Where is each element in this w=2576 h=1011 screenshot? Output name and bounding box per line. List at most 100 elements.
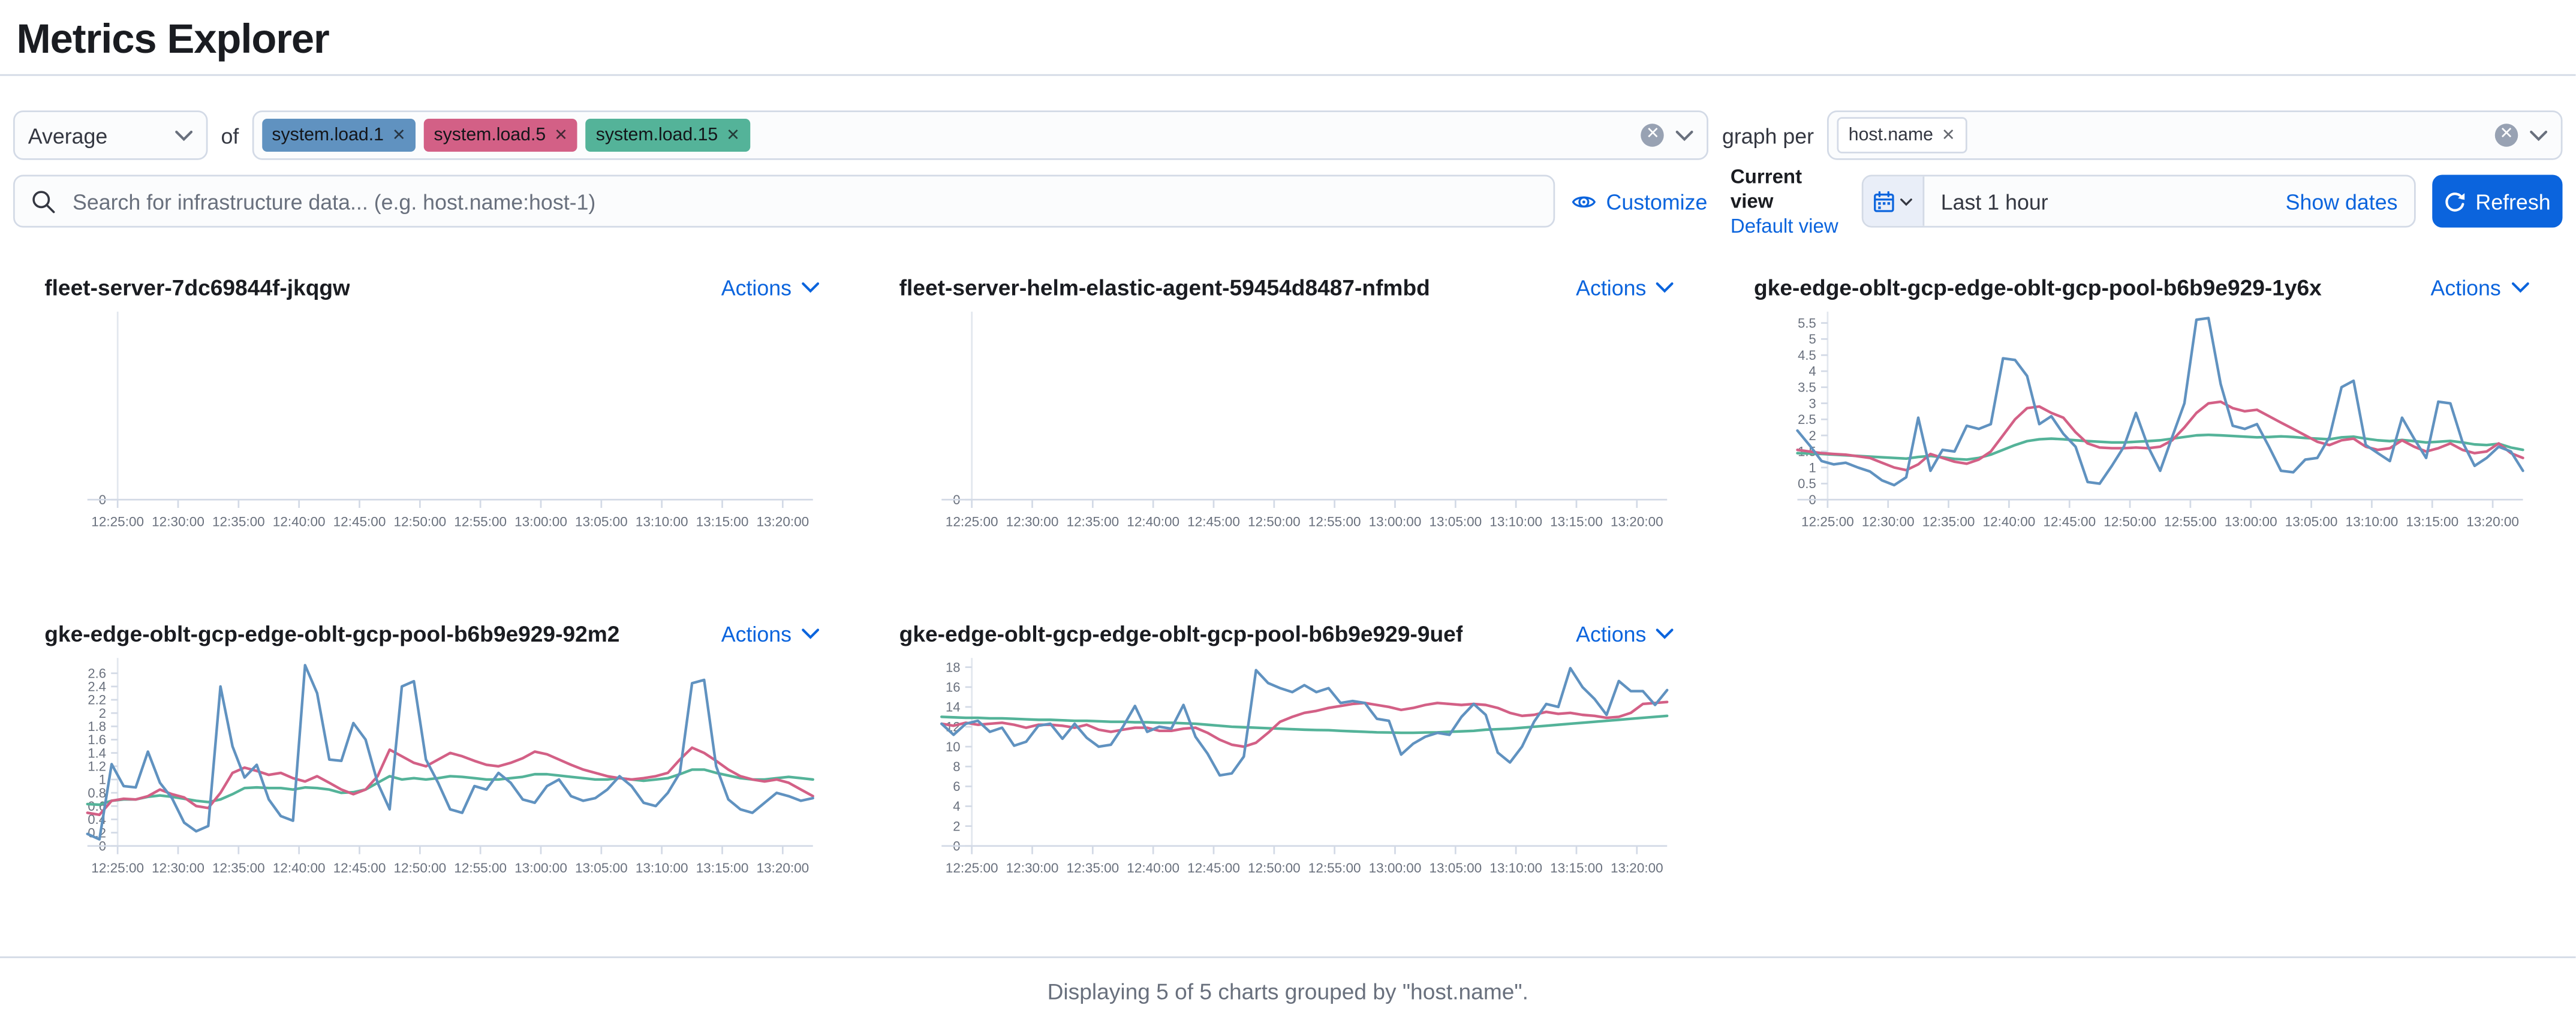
- customize-button[interactable]: Customize: [1572, 188, 1708, 214]
- metric-badge[interactable]: system.load.5 ✕: [424, 119, 578, 152]
- svg-text:18: 18: [946, 660, 961, 675]
- svg-text:12:40:00: 12:40:00: [273, 514, 326, 529]
- badge-label: system.load.15: [595, 125, 718, 145]
- svg-text:13:10:00: 13:10:00: [1490, 860, 1543, 875]
- remove-badge-icon[interactable]: ✕: [553, 126, 568, 145]
- svg-text:13:15:00: 13:15:00: [2405, 514, 2458, 529]
- group-by-badge[interactable]: host.name ✕: [1837, 117, 1967, 154]
- quick-select-button[interactable]: [1863, 176, 1925, 226]
- svg-text:1.2: 1.2: [88, 759, 106, 774]
- svg-text:13:15:00: 13:15:00: [696, 514, 749, 529]
- svg-text:10: 10: [946, 739, 961, 754]
- svg-text:12:40:00: 12:40:00: [1982, 514, 2035, 529]
- svg-text:12:30:00: 12:30:00: [1007, 860, 1060, 875]
- chart-actions-button[interactable]: Actions: [1576, 275, 1674, 299]
- search-icon: [32, 189, 55, 213]
- header-divider: [0, 74, 2576, 76]
- svg-text:12:55:00: 12:55:00: [454, 860, 507, 875]
- svg-text:6: 6: [953, 779, 961, 794]
- chart-title: gke-edge-oblt-gcp-edge-oblt-gcp-pool-b6b…: [44, 621, 620, 646]
- remove-badge-icon[interactable]: ✕: [1941, 126, 1955, 145]
- svg-text:12:35:00: 12:35:00: [1067, 514, 1120, 529]
- actions-label: Actions: [721, 274, 792, 300]
- clear-metrics-icon[interactable]: ✕: [1641, 124, 1665, 147]
- actions-label: Actions: [2430, 274, 2501, 300]
- group-by-combo-box[interactable]: host.name ✕ ✕: [1827, 110, 2563, 160]
- chart-plot-area: 012:25:0012:30:0012:35:0012:40:0012:45:0…: [87, 311, 813, 529]
- series-line-system.load.1: [940, 667, 1669, 777]
- refresh-button[interactable]: Refresh: [2432, 174, 2563, 228]
- remove-badge-icon[interactable]: ✕: [392, 126, 406, 145]
- chevron-down-icon: [1656, 628, 1674, 639]
- svg-text:12:55:00: 12:55:00: [2163, 514, 2216, 529]
- metric-badge[interactable]: system.load.15 ✕: [586, 119, 750, 152]
- current-view-label: Current view: [1730, 164, 1802, 212]
- svg-text:12:30:00: 12:30:00: [1007, 514, 1060, 529]
- chart-actions-button[interactable]: Actions: [2431, 275, 2529, 299]
- svg-text:13:00:00: 13:00:00: [514, 514, 567, 529]
- chevron-down-icon[interactable]: [1676, 130, 1694, 141]
- series-line-system.load.15: [86, 768, 814, 807]
- svg-text:13:10:00: 13:10:00: [1490, 514, 1543, 529]
- series-line-system.load.5: [940, 700, 1669, 748]
- eye-icon: [1572, 195, 1596, 207]
- series-line-system.load.15: [940, 714, 1669, 735]
- default-view-link[interactable]: Default view: [1730, 213, 1838, 237]
- chevron-down-icon[interactable]: [2530, 130, 2548, 141]
- svg-text:12:35:00: 12:35:00: [1922, 514, 1975, 529]
- actions-label: Actions: [1576, 621, 1647, 646]
- customize-label: Customize: [1606, 188, 1708, 214]
- svg-text:1.4: 1.4: [88, 745, 106, 760]
- metrics-combo-box[interactable]: system.load.1 ✕ system.load.5 ✕ system.load.…: [252, 110, 1709, 160]
- svg-text:13:10:00: 13:10:00: [636, 514, 688, 529]
- svg-text:12:25:00: 12:25:00: [946, 514, 999, 529]
- chart-actions-button[interactable]: Actions: [721, 621, 820, 646]
- refresh-label: Refresh: [2475, 188, 2551, 214]
- svg-text:4: 4: [953, 799, 961, 814]
- show-dates-button[interactable]: Show dates: [2285, 188, 2398, 214]
- chart-title: fleet-server-7dc69844f-jkqgw: [44, 274, 350, 300]
- svg-text:12:30:00: 12:30:00: [152, 860, 204, 875]
- chart-plot-area: 5.554.543.532.521.510.5012:25:0012:30:00…: [1795, 311, 2524, 529]
- series-line-system.load.5: [86, 746, 814, 816]
- chevron-down-icon: [175, 130, 193, 140]
- refresh-icon: [2445, 191, 2465, 211]
- search-input[interactable]: [69, 187, 1537, 215]
- charts-summary: Displaying 5 of 5 charts grouped by "hos…: [1047, 979, 1528, 1004]
- svg-text:13:20:00: 13:20:00: [1611, 514, 1664, 529]
- clear-group-by-icon[interactable]: ✕: [2494, 124, 2518, 147]
- svg-text:12:45:00: 12:45:00: [1188, 860, 1241, 875]
- svg-text:13:05:00: 13:05:00: [1430, 860, 1482, 875]
- calendar-icon: [1874, 190, 1894, 212]
- svg-text:2: 2: [953, 819, 961, 834]
- svg-text:2: 2: [99, 706, 106, 721]
- svg-text:12:50:00: 12:50:00: [1248, 514, 1301, 529]
- svg-text:4.5: 4.5: [1797, 348, 1816, 363]
- svg-text:8: 8: [953, 759, 961, 774]
- time-range-button[interactable]: Last 1 hour: [1940, 188, 2048, 214]
- svg-text:12:25:00: 12:25:00: [946, 860, 999, 875]
- chart-plot-area: 18161412108642012:25:0012:30:0012:35:001…: [940, 658, 1669, 875]
- svg-text:2.2: 2.2: [88, 693, 106, 708]
- badge-label: system.load.5: [434, 125, 546, 145]
- svg-text:12:50:00: 12:50:00: [393, 860, 446, 875]
- svg-text:12:55:00: 12:55:00: [1309, 514, 1362, 529]
- svg-text:1.8: 1.8: [88, 719, 106, 734]
- chart-actions-button[interactable]: Actions: [721, 275, 820, 299]
- remove-badge-icon[interactable]: ✕: [726, 126, 741, 145]
- svg-text:12:45:00: 12:45:00: [333, 514, 386, 529]
- chart-title: gke-edge-oblt-gcp-edge-oblt-gcp-pool-b6b…: [899, 621, 1464, 646]
- svg-text:1.6: 1.6: [88, 732, 106, 747]
- svg-text:12:35:00: 12:35:00: [212, 514, 265, 529]
- chart-card: gke-edge-oblt-gcp-edge-oblt-gcp-pool-b6b…: [899, 615, 1675, 899]
- svg-text:12:25:00: 12:25:00: [1801, 514, 1853, 529]
- svg-text:13:00:00: 13:00:00: [514, 860, 567, 875]
- series-line-system.load.1: [86, 664, 814, 841]
- svg-text:13:20:00: 13:20:00: [1611, 860, 1664, 875]
- metric-badge-list: system.load.1 ✕ system.load.5 ✕ system.load.…: [261, 119, 1632, 152]
- svg-text:13:00:00: 13:00:00: [1370, 514, 1422, 529]
- chart-actions-button[interactable]: Actions: [1576, 621, 1674, 646]
- metric-badge[interactable]: system.load.1 ✕: [261, 119, 416, 152]
- svg-text:12:55:00: 12:55:00: [454, 514, 507, 529]
- aggregation-select[interactable]: Average: [13, 110, 208, 160]
